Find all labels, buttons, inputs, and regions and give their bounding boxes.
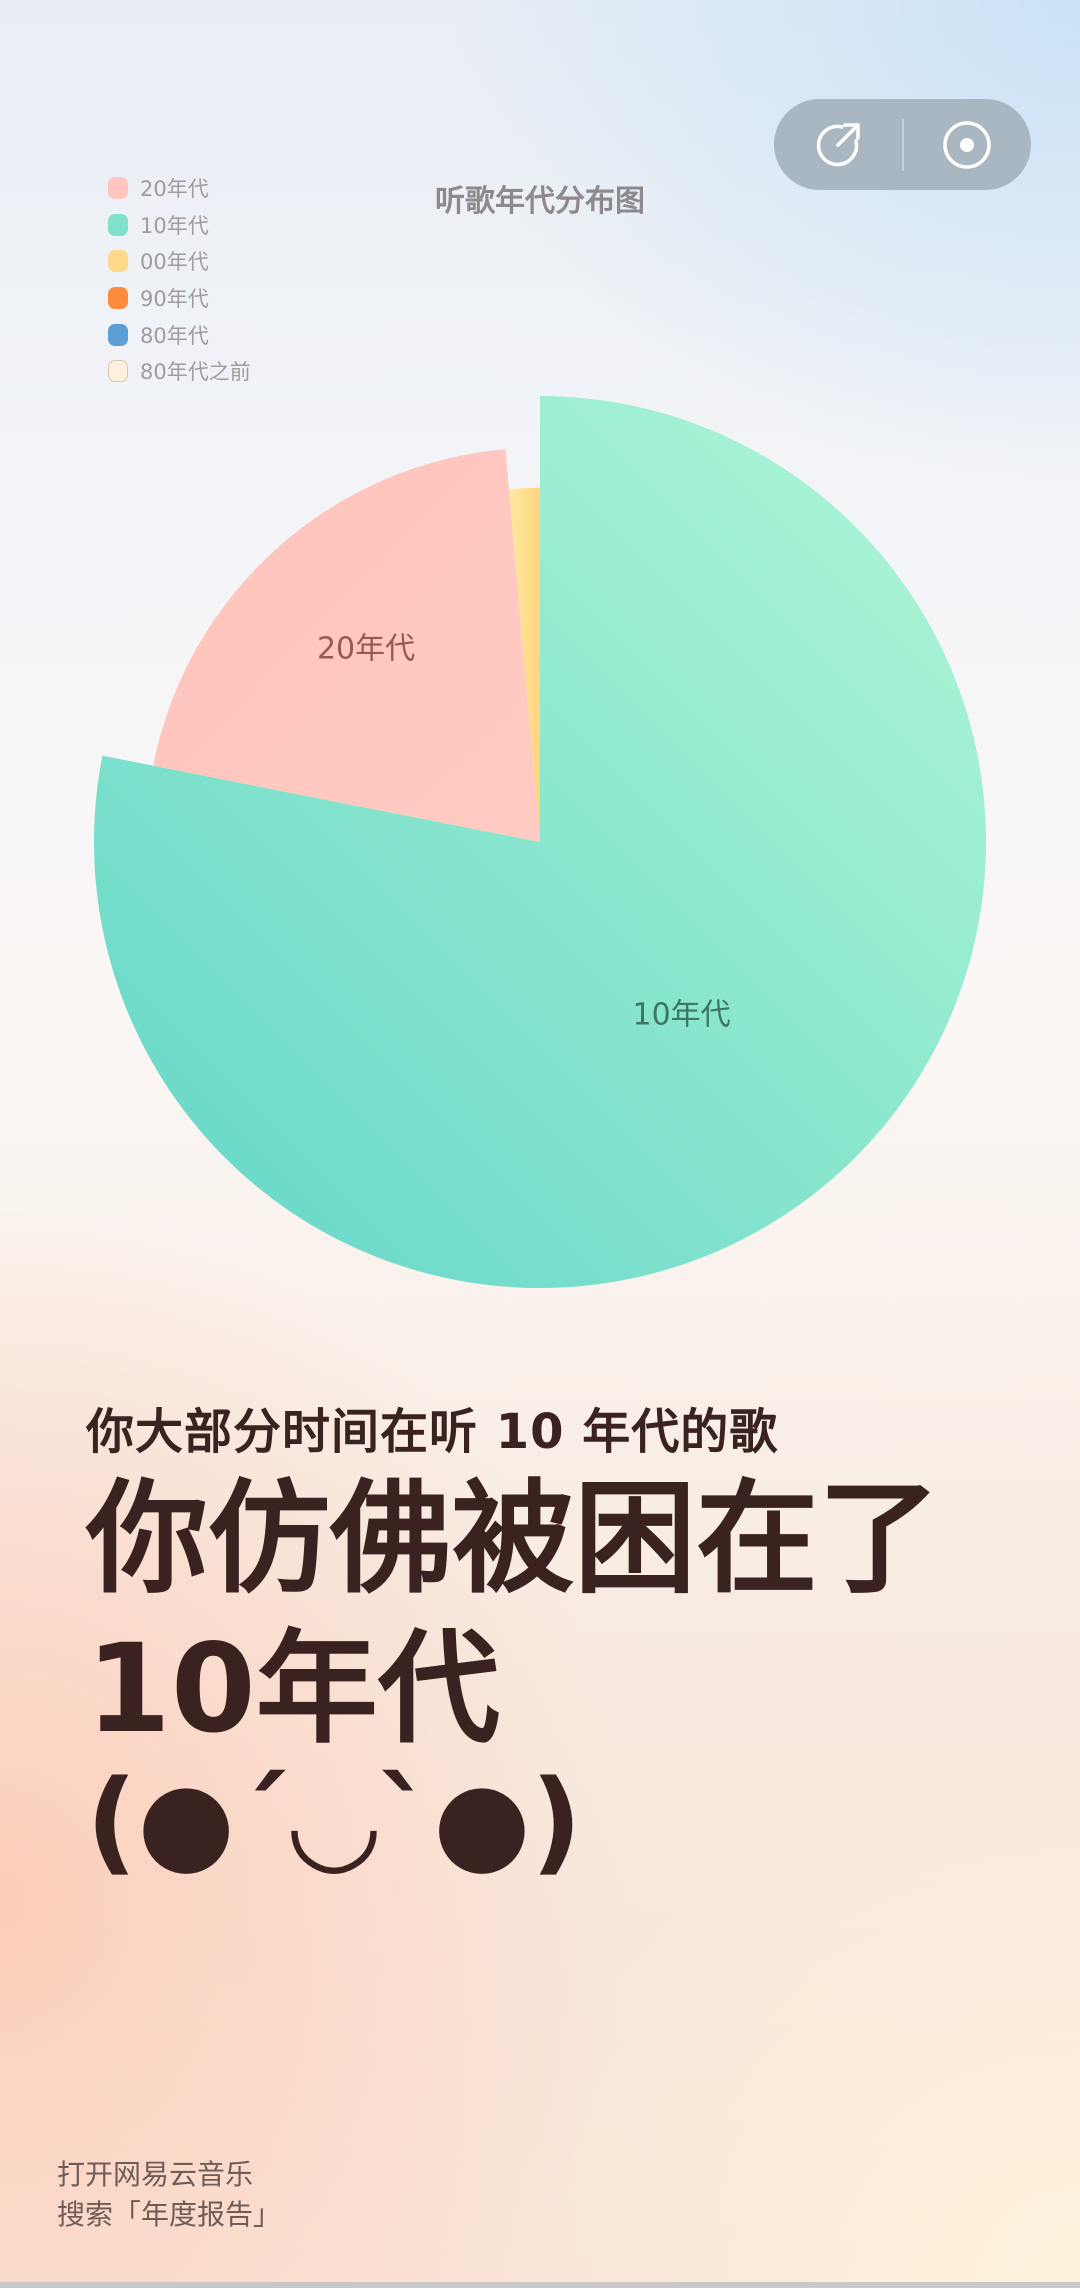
legend-swatch bbox=[108, 177, 128, 200]
record-circle-icon bbox=[943, 120, 991, 169]
legend-item[interactable]: 10年代 bbox=[108, 207, 251, 244]
legend-swatch bbox=[108, 287, 128, 310]
legend-label: 80年代 bbox=[140, 323, 209, 348]
legend-label: 10年代 bbox=[140, 213, 209, 238]
legend-label: 90年代 bbox=[140, 287, 209, 312]
share-arrow-icon bbox=[816, 122, 860, 166]
pie-slice-00年代[interactable] bbox=[508, 487, 540, 842]
pie-chart: 10年代 20年代 bbox=[94, 396, 987, 1288]
chart-title: 听歌年代分布图 bbox=[435, 184, 645, 219]
legend-label: 20年代 bbox=[140, 177, 209, 202]
legend-item[interactable]: 20年代 bbox=[108, 170, 251, 207]
legend-swatch bbox=[108, 213, 128, 236]
footer-line-2: 搜索「年度报告」 bbox=[57, 2198, 282, 2231]
legend-swatch bbox=[108, 250, 128, 273]
pie-slice-10年代[interactable] bbox=[94, 396, 987, 1288]
headline-line-2: 10年代 bbox=[86, 1618, 500, 1760]
slice-label: 10年代 bbox=[633, 997, 731, 1032]
legend-label: 00年代 bbox=[140, 250, 209, 275]
headline-line-1: 你仿佛被困在了 bbox=[86, 1468, 940, 1610]
summary-subtitle: 你大部分时间在听 10 年代的歌 bbox=[86, 1404, 779, 1460]
legend-label: 80年代之前 bbox=[140, 360, 251, 385]
legend-item[interactable]: 80年代 bbox=[108, 316, 251, 353]
legend-swatch bbox=[108, 323, 128, 346]
share-button[interactable] bbox=[774, 99, 902, 190]
bottom-divider bbox=[0, 2282, 1080, 2288]
pie-slice-20年代[interactable] bbox=[153, 449, 540, 842]
legend-swatch bbox=[108, 360, 128, 383]
footer-line-1: 打开网易云音乐 bbox=[57, 2158, 254, 2191]
emoticon: (●ˊ◡ˋ●) bbox=[86, 1757, 582, 1887]
action-pill bbox=[774, 99, 1031, 190]
record-button[interactable] bbox=[904, 99, 1032, 190]
pill-divider bbox=[901, 118, 904, 171]
slice-label: 20年代 bbox=[317, 631, 415, 666]
legend-item[interactable]: 00年代 bbox=[108, 243, 251, 280]
legend-item[interactable]: 90年代 bbox=[108, 280, 251, 317]
legend-item[interactable]: 80年代之前 bbox=[108, 353, 251, 390]
chart-legend: 20年代 10年代 00年代 90年代 80年代 80年代之前 bbox=[108, 170, 251, 390]
